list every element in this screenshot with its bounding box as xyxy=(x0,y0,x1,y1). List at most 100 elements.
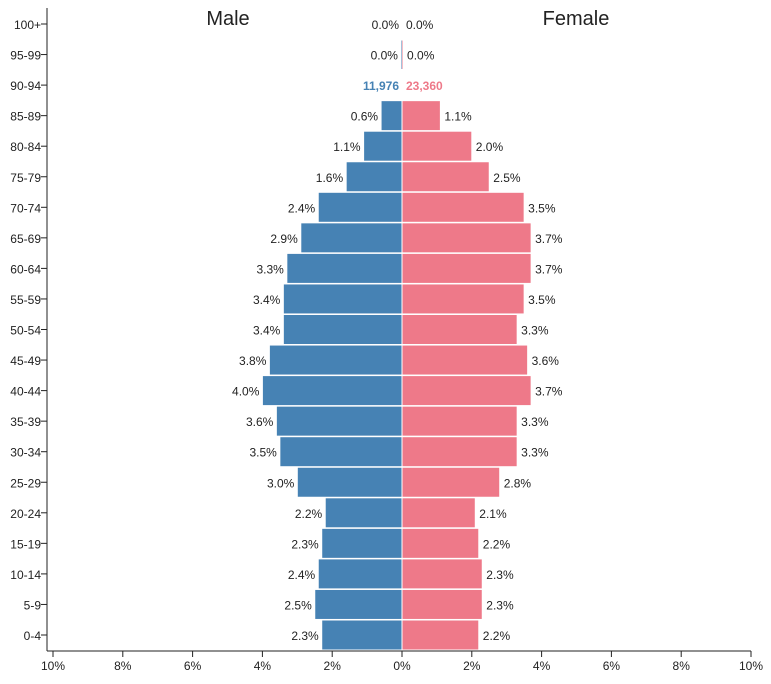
female-bar xyxy=(401,405,518,437)
female-bar xyxy=(401,191,525,223)
male-bar xyxy=(324,497,403,529)
male-value-label: 2.5% xyxy=(284,598,312,612)
female-bar xyxy=(401,527,480,559)
female-bar xyxy=(401,436,518,468)
female-value-label: 2.1% xyxy=(479,507,507,521)
female-value-label: 3.7% xyxy=(535,262,563,276)
y-tick-label: 85-89 xyxy=(10,110,41,124)
male-bar xyxy=(282,314,403,345)
male-bar xyxy=(317,558,403,590)
y-tick-label: 80-84 xyxy=(10,140,41,154)
male-value-label: 2.4% xyxy=(288,201,316,215)
male-value-label: 2.2% xyxy=(295,507,323,521)
male-value-label: 11,976 xyxy=(363,79,399,93)
male-value-label: 3.4% xyxy=(253,324,281,338)
male-bar xyxy=(268,344,403,376)
male-bar xyxy=(321,527,403,559)
male-value-label: 0.6% xyxy=(351,110,379,124)
female-value-label: 2.3% xyxy=(486,568,514,582)
female-bar xyxy=(401,619,480,651)
x-tick-label: 6% xyxy=(184,659,202,673)
male-value-label: 2.3% xyxy=(291,629,319,643)
y-tick-label: 70-74 xyxy=(10,201,41,215)
female-value-label: 3.5% xyxy=(528,201,556,215)
x-axis: 10% 8% 6% 4% 2% 0% 2% 4% 6% 8% 10% xyxy=(41,650,763,673)
x-tick-label: 6% xyxy=(603,659,621,673)
y-tick-label: 45-49 xyxy=(10,354,41,368)
female-value-label: 3.3% xyxy=(521,415,549,429)
y-tick-label: 20-24 xyxy=(10,507,41,521)
female-bar xyxy=(401,466,501,498)
male-value-label: 3.6% xyxy=(246,415,274,429)
female-value-label: 23,360 xyxy=(406,79,443,93)
male-bar xyxy=(275,405,403,437)
female-bar xyxy=(401,252,532,284)
female-value-label: 0.0% xyxy=(407,49,435,63)
male-value-label: 4.0% xyxy=(232,385,260,399)
y-tick-label: 100+ xyxy=(14,18,41,32)
female-value-label: 3.5% xyxy=(528,293,556,307)
male-value-label: 3.5% xyxy=(249,446,277,460)
y-tick-label: 15-19 xyxy=(10,537,41,551)
female-bar xyxy=(401,100,441,132)
female-bar xyxy=(401,283,525,315)
male-value-label: 0.0% xyxy=(372,18,400,32)
male-value-label: 0.0% xyxy=(371,49,399,63)
female-value-label: 2.0% xyxy=(476,140,504,154)
x-tick-label: 2% xyxy=(324,659,342,673)
male-bar xyxy=(279,436,403,468)
y-tick-label: 55-59 xyxy=(10,293,41,307)
bars-group: 0.0% 0.0% 0.0% 0.0% 11,976 23,360 0.6% 1.1% 1.1%… xyxy=(232,18,563,651)
y-tick-label: 40-44 xyxy=(10,385,41,399)
y-tick-label: 75-79 xyxy=(10,171,41,185)
female-value-label: 3.3% xyxy=(521,446,549,460)
female-bar xyxy=(401,375,532,407)
male-bar xyxy=(380,100,403,132)
x-tick-label: 10% xyxy=(739,659,763,673)
y-tick-label: 90-94 xyxy=(10,79,41,93)
male-value-label: 1.1% xyxy=(333,140,361,154)
y-tick-label: 5-9 xyxy=(24,598,42,612)
x-tick-label: 4% xyxy=(533,659,551,673)
female-bar xyxy=(401,161,490,193)
male-value-label: 1.6% xyxy=(316,171,344,185)
male-value-label: 2.4% xyxy=(288,568,316,582)
male-bar xyxy=(286,252,403,284)
y-tick-label: 30-34 xyxy=(10,446,41,460)
x-tick-label: 4% xyxy=(254,659,272,673)
x-tick-label: 2% xyxy=(463,659,481,673)
y-tick-label: 60-64 xyxy=(10,262,41,276)
y-tick-label: 25-29 xyxy=(10,476,41,490)
male-bar xyxy=(321,619,403,651)
x-tick-label: 10% xyxy=(41,659,65,673)
female-bar xyxy=(401,344,529,376)
female-bar xyxy=(401,558,483,590)
female-value-label: 2.2% xyxy=(483,629,511,643)
female-bar xyxy=(401,314,518,345)
y-tick-label: 10-14 xyxy=(10,568,41,582)
male-title: Male xyxy=(206,8,249,30)
male-value-label: 3.3% xyxy=(256,262,284,276)
male-value-label: 3.8% xyxy=(239,354,267,368)
female-value-label: 2.8% xyxy=(504,476,532,490)
female-bar xyxy=(401,222,532,254)
female-bar xyxy=(401,588,483,620)
male-bar xyxy=(363,130,403,162)
y-tick-label: 0-4 xyxy=(24,629,42,643)
x-tick-label: 8% xyxy=(114,659,132,673)
male-value-label: 2.9% xyxy=(270,232,298,246)
y-axis: 100+ 95-99 90-94 85-89 80-84 75-79 70-74 65-69 6… xyxy=(10,8,48,651)
y-tick-label: 95-99 xyxy=(10,49,41,63)
female-bar xyxy=(401,130,473,162)
male-bar xyxy=(261,375,403,407)
male-bar xyxy=(300,222,403,254)
x-tick-label: 0% xyxy=(393,659,411,673)
male-bar xyxy=(282,283,403,315)
male-value-label: 2.3% xyxy=(291,537,319,551)
female-bar xyxy=(401,497,476,529)
female-value-label: 2.2% xyxy=(483,537,511,551)
x-tick-label: 8% xyxy=(673,659,691,673)
female-title: Female xyxy=(543,8,610,30)
male-value-label: 3.4% xyxy=(253,293,281,307)
female-value-label: 3.7% xyxy=(535,232,563,246)
